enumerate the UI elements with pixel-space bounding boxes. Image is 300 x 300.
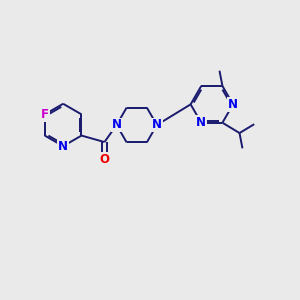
Text: N: N — [58, 140, 68, 153]
Text: N: N — [112, 118, 122, 131]
Text: O: O — [100, 153, 110, 166]
Text: N: N — [152, 118, 162, 131]
Text: F: F — [41, 108, 49, 121]
Text: N: N — [196, 116, 206, 129]
Text: N: N — [228, 98, 238, 111]
